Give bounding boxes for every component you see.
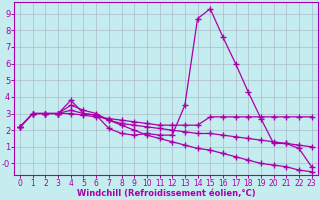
X-axis label: Windchill (Refroidissement éolien,°C): Windchill (Refroidissement éolien,°C): [76, 189, 255, 198]
